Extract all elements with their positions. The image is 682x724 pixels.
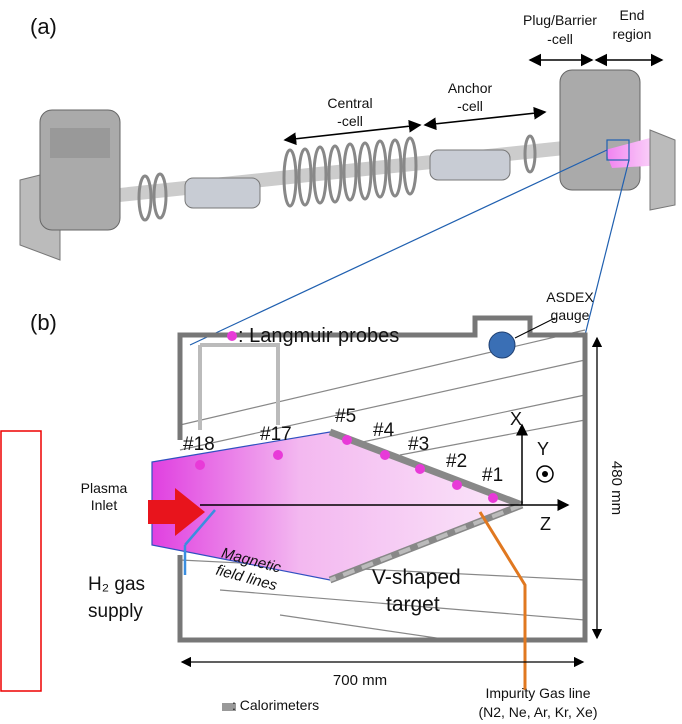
legend: : Langmuir probes xyxy=(238,325,399,347)
svg-text:#1: #1 xyxy=(482,465,503,486)
annotation: Anchor-cell xyxy=(448,80,493,114)
dimension-label: 700 mm xyxy=(333,672,387,689)
axis-label: Z xyxy=(540,514,551,534)
annotation: Central-cell xyxy=(327,95,372,129)
panel-label: (b) xyxy=(30,310,57,335)
svg-text:#3: #3 xyxy=(408,434,429,455)
annotation: Plug/Barrier-cell xyxy=(523,12,597,47)
svg-text:#5: #5 xyxy=(335,406,356,427)
dimension-label: 480 mm xyxy=(608,461,625,515)
svg-text:#2: #2 xyxy=(446,451,467,472)
gauge xyxy=(489,332,515,358)
panel-label: (a) xyxy=(30,14,57,39)
axis-label: Y xyxy=(537,439,549,459)
svg-text:#17: #17 xyxy=(260,424,292,445)
svg-text:#18: #18 xyxy=(183,434,215,455)
svg-text:#4: #4 xyxy=(373,420,395,441)
axis-label: X xyxy=(510,409,522,429)
highlight-frame xyxy=(1,431,41,691)
legend: : Calorimeters xyxy=(232,697,319,713)
annotation: Impurity Gas line(N2, Ne, Ar, Kr, Xe) xyxy=(478,685,597,720)
figure: (a) Plug/Barrier-cell Endregion Central-… xyxy=(0,0,682,724)
